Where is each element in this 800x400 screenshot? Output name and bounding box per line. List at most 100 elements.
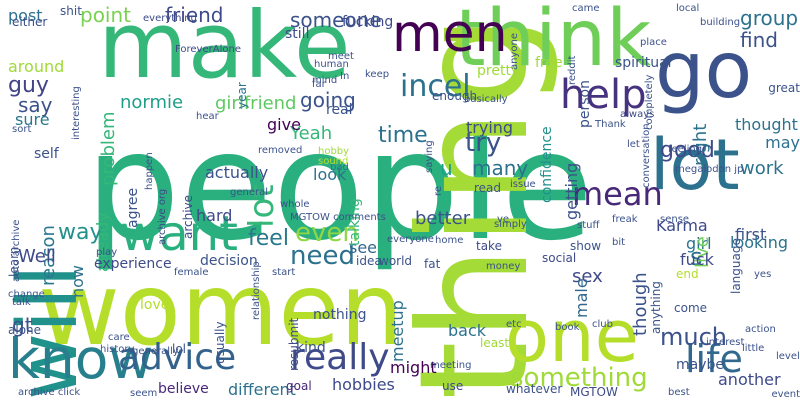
word-time: time — [378, 123, 428, 148]
word-go: go — [655, 26, 753, 116]
word-anything: anything — [649, 281, 663, 334]
word-better: better — [415, 208, 471, 229]
word-event: event — [771, 389, 800, 400]
word-spiritual: spiritual — [615, 55, 672, 71]
word-even: even — [295, 218, 359, 248]
word-fat: fat — [424, 257, 441, 271]
word-may: may — [765, 133, 800, 152]
word-confidence: confidence — [539, 126, 555, 203]
word-archive: archive — [181, 194, 195, 239]
word-sound: sound — [318, 156, 349, 167]
word-great: great — [768, 81, 800, 95]
word-try: try — [465, 128, 502, 158]
word-first: first — [735, 225, 767, 244]
word-best: best — [668, 387, 690, 398]
word-look: look — [313, 165, 347, 184]
word-removed: removed — [258, 145, 303, 156]
word-girl: girl — [686, 234, 712, 253]
word-still: still — [285, 26, 310, 42]
word-interesting: interesting — [71, 86, 82, 140]
word-point: point — [80, 3, 132, 27]
word-hobby: hobby — [318, 146, 350, 157]
word-meeting: meeting — [430, 360, 472, 371]
word-life: life — [685, 337, 743, 381]
word-use: use — [442, 379, 464, 393]
word-sex: sex — [572, 266, 603, 287]
word-let: let — [627, 139, 640, 150]
word-though: though — [630, 272, 651, 336]
word-advice: advice — [118, 337, 237, 378]
word-thank: Thank — [595, 119, 626, 130]
word-sense: sense — [660, 214, 690, 225]
word-agree: agree — [125, 187, 141, 228]
word-language: language — [729, 238, 743, 294]
word-mean: mean — [572, 175, 663, 213]
word-start: start — [272, 267, 296, 278]
word-hobbies: hobbies — [332, 375, 395, 394]
word-different: different — [228, 380, 296, 399]
word-many: many — [472, 156, 529, 180]
word-sure: sure — [15, 110, 50, 129]
word-simply: simply — [494, 219, 527, 230]
word-hear: hear — [196, 111, 219, 122]
word-conversation: conversation — [641, 123, 652, 188]
word-feel: feel — [248, 226, 289, 251]
word-goal: goal — [286, 379, 312, 393]
word-alone: alone — [8, 323, 42, 337]
word-play: play — [96, 247, 118, 258]
word-building: building — [700, 17, 741, 28]
word-maybe: maybe — [676, 357, 725, 373]
word-experience: experience — [94, 256, 172, 272]
word-talk: talk — [12, 297, 31, 308]
word-archive-org: archive org — [157, 188, 168, 245]
word-free: free — [535, 55, 563, 71]
word-back: back — [448, 321, 487, 340]
word-issue: issue — [510, 179, 536, 190]
word-help: help — [560, 72, 647, 118]
word-level: level — [776, 351, 800, 362]
word-reddit: reddit — [567, 55, 578, 85]
word-freak: freak — [612, 214, 638, 225]
word-far: far — [312, 79, 326, 90]
word-guy: guy — [8, 73, 49, 98]
word-history: history — [100, 344, 135, 355]
word-mind: mind — [312, 75, 338, 86]
word-happen: happen — [144, 152, 155, 190]
word-nothing: nothing — [313, 307, 367, 323]
word-lol: lol — [172, 342, 187, 356]
word-club: club — [592, 319, 613, 330]
word-archive-click: archive click — [18, 387, 81, 398]
word-either: either — [12, 15, 48, 29]
word-in: In — [340, 71, 350, 82]
word-resubmit: resubmit — [287, 317, 301, 371]
word-actually: actually — [205, 163, 269, 182]
word-say: say — [18, 93, 53, 117]
word-general: general — [230, 187, 269, 198]
word-everything: everything — [143, 13, 197, 24]
word-around: around — [8, 57, 65, 76]
word-male: male — [572, 278, 591, 318]
word-everyone: everyone — [387, 234, 434, 245]
word-problem: problem — [98, 111, 119, 186]
word-need: need — [290, 241, 355, 271]
word-decision: decision — [200, 253, 258, 269]
word-way: way — [58, 220, 103, 245]
word-year: year — [235, 82, 249, 109]
word-make: make — [98, 0, 351, 99]
word-group: group — [740, 6, 799, 30]
word-sort: sort — [12, 124, 32, 135]
word-shit: shit — [60, 4, 82, 18]
word-idea: idea — [356, 254, 382, 268]
word-girlfriend: girlfriend — [215, 93, 297, 114]
word-female: female — [174, 267, 209, 278]
word-now: now — [68, 264, 87, 298]
word-usually: usually — [213, 321, 227, 364]
word-going: going — [300, 88, 356, 112]
word-bit: bit — [612, 237, 626, 248]
word-book: book — [555, 322, 580, 333]
word-find: find — [740, 28, 778, 52]
word-real: real — [326, 102, 353, 118]
word-basically: basically — [464, 94, 508, 105]
word-know: know — [8, 327, 154, 391]
